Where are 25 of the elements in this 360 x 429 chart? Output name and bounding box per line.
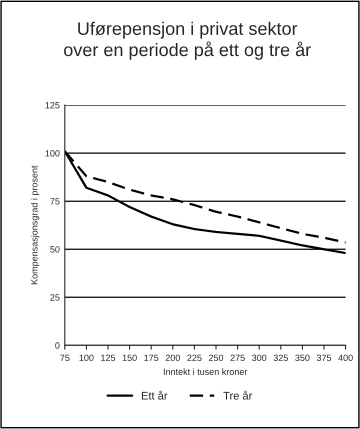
- x-tick-label: 275: [230, 354, 245, 362]
- y-tick-label: 100: [46, 150, 60, 157]
- y-tick-label: 75: [50, 198, 60, 205]
- x-tick-label: 375: [316, 354, 332, 362]
- x-tick-label: 125: [101, 354, 116, 362]
- x-tick-label: 325: [274, 354, 288, 362]
- x-tick-label: 250: [208, 354, 224, 362]
- y-axis-title: Kompensasjonsgrad i prosent: [30, 166, 40, 284]
- x-tick-label: 350: [295, 354, 310, 362]
- y-tick-label: 25: [50, 294, 60, 301]
- chart-title: Uførepensjon i privat sektor over en periode på ett og tre år: [64, 22, 311, 60]
- x-tick-label: 150: [122, 354, 137, 362]
- y-tick-label: 125: [46, 102, 60, 108]
- x-tick-label: 200: [166, 354, 180, 362]
- y-tick-label: 50: [50, 246, 60, 253]
- x-tick-label: 225: [187, 354, 202, 362]
- x-tick-label: 175: [144, 354, 158, 362]
- x-tick-label: 100: [80, 354, 94, 362]
- x-axis-title: Inntekt i tusen kroner: [164, 368, 248, 375]
- x-tick-label: 75: [60, 354, 70, 362]
- legend-label: Tre år: [223, 390, 252, 400]
- y-tick-label: 0: [55, 342, 60, 349]
- x-tick-label: 300: [252, 354, 266, 362]
- legend-label: Ett år: [142, 390, 168, 400]
- x-tick-label: 400: [338, 354, 353, 362]
